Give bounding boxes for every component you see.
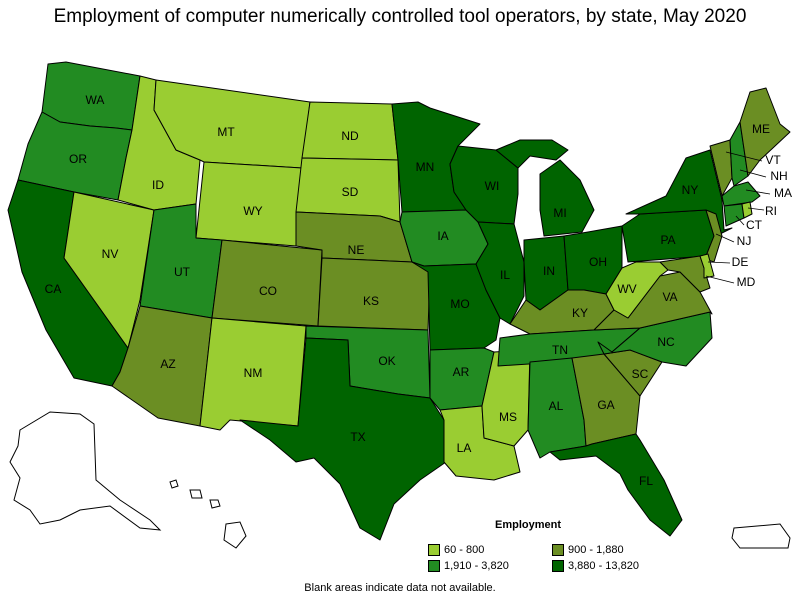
legend-label: 60 - 800	[444, 544, 485, 556]
label-or: OR	[69, 152, 87, 166]
label-nj: NJ	[737, 234, 752, 248]
state-me[interactable]	[739, 87, 791, 177]
legend-label: 1,910 - 3,820	[444, 560, 509, 572]
label-nc: NC	[657, 335, 675, 349]
label-la: LA	[457, 441, 472, 455]
label-sd: SD	[342, 185, 359, 199]
label-wy: WY	[243, 204, 262, 218]
label-ga: GA	[597, 398, 614, 412]
state-fl[interactable]	[549, 433, 683, 537]
label-mt: MT	[217, 125, 235, 139]
state-ct[interactable]	[723, 203, 745, 227]
label-vt: VT	[765, 153, 781, 167]
territory-pr[interactable]	[731, 523, 791, 549]
footnote: Blank areas indicate data not available.	[304, 582, 496, 594]
label-pa: PA	[660, 233, 675, 247]
label-ok: OK	[378, 354, 395, 368]
label-id: ID	[152, 178, 164, 192]
label-wv: WV	[617, 282, 636, 296]
label-wi: WI	[485, 179, 500, 193]
label-fl: FL	[639, 474, 653, 488]
legend-items: 60 - 800 900 - 1,880 1,910 - 3,820 3,880…	[428, 543, 668, 573]
state-labels: WA OR CA NV ID MT WY UT AZ CO NM ND SD N…	[45, 93, 792, 488]
legend: Employment 60 - 800 900 - 1,880 1,910 - …	[428, 519, 668, 573]
label-nd: ND	[341, 129, 359, 143]
state-ny[interactable]	[625, 149, 733, 237]
legend-swatch	[552, 560, 564, 572]
label-tn: TN	[552, 343, 568, 357]
label-sc: SC	[632, 367, 649, 381]
label-in: IN	[543, 264, 555, 278]
legend-swatch	[428, 544, 440, 556]
state-mi[interactable]	[495, 139, 595, 237]
label-ms: MS	[499, 410, 517, 424]
state-mo[interactable]	[411, 261, 501, 351]
state-nh[interactable]	[729, 121, 749, 187]
label-ny: NY	[682, 183, 699, 197]
legend-item-b2: 900 - 1,880	[552, 543, 672, 557]
label-nm: NM	[244, 366, 263, 380]
legend-swatch	[428, 560, 440, 572]
label-ar: AR	[453, 365, 470, 379]
label-mo: MO	[450, 297, 469, 311]
label-co: CO	[259, 284, 277, 298]
legend-label: 900 - 1,880	[568, 544, 624, 556]
state-nc[interactable]	[597, 311, 713, 367]
label-ma: MA	[774, 186, 792, 200]
label-leaders	[705, 151, 771, 284]
map-title: Employment of computer numerically contr…	[53, 6, 747, 27]
label-wa: WA	[86, 93, 105, 107]
state-il[interactable]	[475, 221, 525, 325]
state-nv[interactable]	[63, 191, 155, 349]
legend-item-b4: 3,880 - 13,820	[552, 559, 672, 573]
label-al: AL	[549, 399, 564, 413]
label-ky: KY	[572, 306, 588, 320]
label-va: VA	[662, 290, 677, 304]
label-ks: KS	[363, 294, 379, 308]
label-ri: RI	[765, 204, 777, 218]
label-nv: NV	[102, 247, 119, 261]
legend-title: Employment	[494, 519, 561, 531]
label-mn: MN	[416, 160, 435, 174]
legend-item-b1: 60 - 800	[428, 543, 552, 557]
state-hi[interactable]	[169, 479, 247, 549]
state-tx[interactable]	[239, 337, 447, 541]
label-mi: MI	[553, 206, 566, 220]
label-md: MD	[737, 275, 756, 289]
label-ne: NE	[348, 243, 365, 257]
state-ri[interactable]	[741, 201, 753, 219]
label-az: AZ	[160, 357, 175, 371]
label-il: IL	[500, 268, 510, 282]
legend-item-b3: 1,910 - 3,820	[428, 559, 552, 573]
state-ak[interactable]	[9, 411, 162, 531]
label-me: ME	[752, 122, 770, 136]
label-nh: NH	[770, 169, 787, 183]
legend-swatch	[552, 544, 564, 556]
legend-label: 3,880 - 13,820	[568, 560, 639, 572]
label-tx: TX	[350, 430, 365, 444]
label-de: DE	[732, 255, 749, 269]
label-ca: CA	[45, 282, 62, 296]
label-oh: OH	[589, 255, 607, 269]
label-ia: IA	[437, 229, 448, 243]
label-ct: CT	[746, 218, 763, 232]
state-co[interactable]	[211, 239, 323, 327]
label-ut: UT	[174, 265, 191, 279]
